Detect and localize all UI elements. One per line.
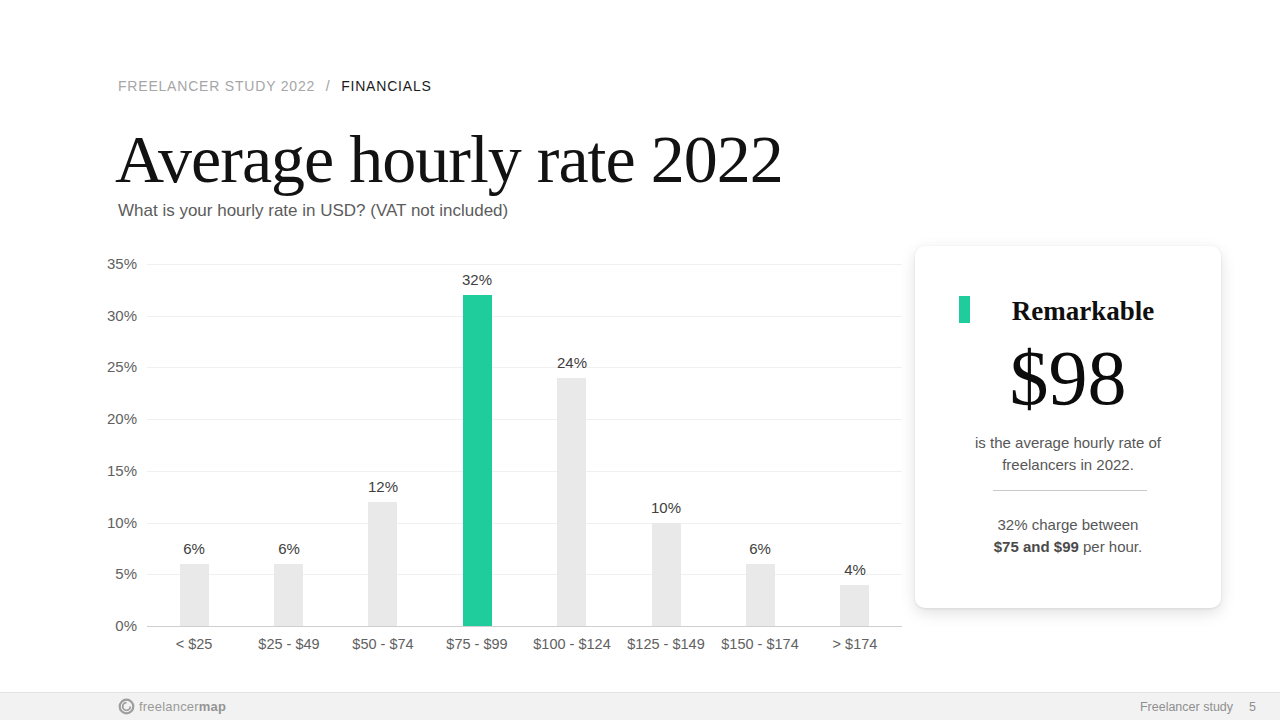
- gridline: [147, 419, 902, 420]
- x-tick-label: $150 - $174: [705, 636, 815, 652]
- bar-value-label: 4%: [815, 562, 895, 578]
- y-tick-label: 15%: [77, 463, 137, 479]
- card-note-line1: 32% charge between: [998, 516, 1139, 533]
- bar-value-label: 12%: [343, 479, 423, 495]
- bar: [180, 564, 209, 626]
- gridline: [147, 574, 902, 575]
- insight-card: Remarkable $98 is the average hourly rat…: [915, 246, 1221, 608]
- card-title: Remarkable: [975, 296, 1191, 327]
- bar-value-label: 24%: [532, 355, 612, 371]
- footer: freelancermap Freelancer study 5: [0, 692, 1280, 720]
- bar: [557, 378, 586, 626]
- bar-value-label: 32%: [437, 272, 517, 288]
- gridline: [147, 316, 902, 317]
- x-tick-label: < $25: [139, 636, 249, 652]
- bar-highlighted: [463, 295, 492, 626]
- card-description: is the average hourly rate of freelancer…: [935, 432, 1201, 476]
- freelancermap-logo: freelancermap: [118, 698, 226, 715]
- y-tick-label: 20%: [77, 411, 137, 427]
- card-divider: [993, 490, 1147, 491]
- card-note-rest: per hour.: [1079, 538, 1142, 555]
- bar: [652, 523, 681, 626]
- gridline: [147, 471, 902, 472]
- y-tick-label: 35%: [77, 256, 137, 272]
- x-tick-label: > $174: [800, 636, 910, 652]
- bar-value-label: 6%: [154, 541, 234, 557]
- x-tick-label: $75 - $99: [422, 636, 532, 652]
- bar: [274, 564, 303, 626]
- footer-study-label: Freelancer study: [1140, 700, 1233, 714]
- gridline: [147, 367, 902, 368]
- y-tick-label: 0%: [77, 618, 137, 634]
- bar-value-label: 10%: [626, 500, 706, 516]
- accent-mark: [959, 296, 970, 323]
- card-description-line1: is the average hourly rate of: [975, 434, 1161, 451]
- footer-right: Freelancer study 5: [1140, 700, 1256, 714]
- x-axis-line: [147, 626, 902, 627]
- bar: [746, 564, 775, 626]
- y-tick-label: 30%: [77, 308, 137, 324]
- y-tick-label: 25%: [77, 359, 137, 375]
- freelancermap-logo-icon: [118, 698, 135, 715]
- y-tick-label: 5%: [77, 566, 137, 582]
- bar: [368, 502, 397, 626]
- card-note: 32% charge between $75 and $99 per hour.: [935, 514, 1201, 558]
- footer-page-number: 5: [1249, 700, 1256, 714]
- average-rate-value: $98: [915, 338, 1221, 418]
- card-note-bold: $75 and $99: [994, 538, 1079, 555]
- card-description-line2: freelancers in 2022.: [1002, 456, 1134, 473]
- gridline: [147, 264, 902, 265]
- bar-value-label: 6%: [720, 541, 800, 557]
- bar-value-label: 6%: [249, 541, 329, 557]
- y-tick-label: 10%: [77, 515, 137, 531]
- bar: [840, 585, 869, 626]
- gridline: [147, 523, 902, 524]
- logo-text: freelancermap: [139, 699, 226, 714]
